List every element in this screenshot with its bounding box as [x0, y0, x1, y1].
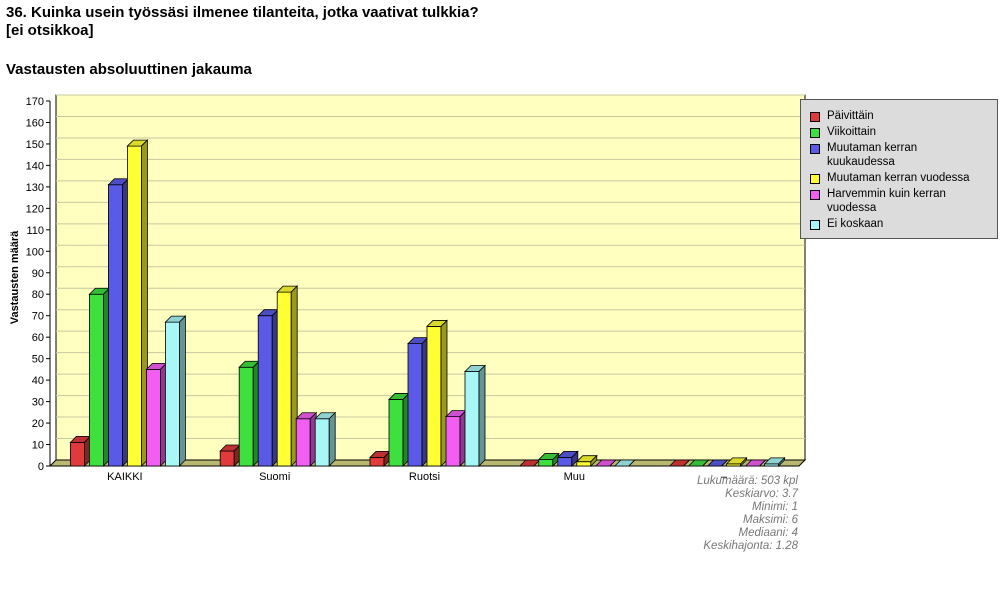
legend-item: Muutaman kerran vuodessa — [810, 171, 997, 185]
bar — [314, 418, 330, 467]
bar — [108, 184, 123, 467]
bar-side — [328, 411, 336, 467]
legend-label: Viikoittain — [827, 126, 877, 138]
question-subtitle: [ei otsikkoa] — [6, 22, 94, 39]
x-tick-label: – — [721, 471, 728, 483]
y-tick-label: 100 — [26, 246, 44, 258]
y-tick-label: 120 — [26, 203, 44, 215]
y-tick-label: 70 — [32, 311, 44, 323]
y-tick-label: 170 — [26, 96, 44, 108]
x-tick-label: Suomi — [259, 471, 290, 483]
bar — [145, 368, 161, 467]
chart-legend: Päivittäin Viikoittain Muutaman kerran k… — [800, 99, 998, 239]
bar — [219, 450, 235, 467]
bar-side — [759, 459, 766, 467]
bar-side — [178, 315, 186, 467]
y-tick-label: 110 — [26, 225, 44, 237]
bar — [89, 293, 104, 467]
legend-swatch — [810, 190, 820, 200]
y-tick-label: 140 — [26, 160, 44, 172]
y-tick-label: 130 — [26, 182, 44, 194]
bar-side — [571, 450, 579, 467]
stat-max: Maksimi: 6 — [743, 514, 798, 526]
legend-item: Viikoittain — [810, 125, 997, 139]
legend-item: Harvemmin kuin kerran vuodessa — [810, 187, 997, 215]
y-tick-label: 80 — [32, 289, 44, 301]
legend-swatch — [810, 112, 820, 122]
legend-swatch — [810, 220, 820, 230]
bar — [407, 343, 423, 467]
stat-count: Lukumäärä: 503 kpl — [696, 475, 798, 487]
y-tick-label: 0 — [38, 461, 44, 473]
y-tick-label: 40 — [32, 375, 44, 387]
statistics-block: Lukumäärä: 503 kpl Keskiarvo: 3.7 Minimi… — [640, 475, 798, 553]
legend-swatch — [810, 144, 820, 154]
legend-item: Päivittäin — [810, 109, 997, 123]
legend-label: Muutaman kerran vuodessa — [827, 172, 970, 184]
bar — [276, 291, 292, 467]
bar — [127, 145, 142, 467]
x-tick-label: Muu — [564, 471, 585, 483]
bar — [538, 459, 554, 467]
bar — [257, 315, 273, 467]
legend-label: Muutaman kerran kuukaudessa — [827, 142, 918, 168]
bar-side — [628, 459, 636, 467]
stat-std: Keskihajonta: 1.28 — [703, 540, 798, 552]
y-tick-label: 20 — [32, 418, 44, 430]
bar — [576, 461, 592, 467]
bar — [369, 457, 385, 467]
bar-side — [478, 364, 486, 467]
y-tick-label: 150 — [26, 139, 44, 151]
y-tick-label: 30 — [32, 397, 44, 409]
y-tick-label: 60 — [32, 332, 44, 344]
bar-side — [778, 456, 785, 467]
bar — [164, 321, 180, 467]
bar-side — [740, 456, 747, 467]
bar-side — [590, 454, 598, 467]
y-tick-label: 90 — [32, 268, 44, 280]
stat-mean: Keskiarvo: 3.7 — [725, 488, 798, 500]
x-tick-label: Ruotsi — [409, 471, 440, 483]
y-tick-label: 10 — [32, 440, 44, 452]
stat-median: Mediaani: 4 — [738, 527, 798, 539]
legend-label: Päivittäin — [827, 110, 874, 122]
section-title: Vastausten absoluuttinen jakauma — [6, 61, 252, 78]
y-axis-label: Vastausten määrä — [9, 230, 21, 324]
bar — [295, 418, 311, 467]
bar — [388, 399, 404, 467]
y-tick-label: 160 — [26, 117, 44, 129]
bar — [238, 366, 254, 467]
x-tick-label: KAIKKI — [107, 471, 142, 483]
bar-side — [609, 459, 617, 467]
legend-item: Ei koskaan — [810, 217, 997, 231]
bar — [557, 457, 573, 467]
legend-label: Ei koskaan — [827, 218, 884, 230]
bar — [445, 416, 461, 467]
bar — [464, 371, 480, 467]
question-title: 36. Kuinka usein työssäsi ilmenee tilant… — [6, 4, 479, 21]
legend-item: Muutaman kerran kuukaudessa — [810, 141, 997, 169]
legend-swatch — [810, 128, 820, 138]
legend-swatch — [810, 174, 820, 184]
legend-label: Harvemmin kuin kerran vuodessa — [827, 188, 946, 214]
y-tick-label: 50 — [32, 354, 44, 366]
stat-min: Minimi: 1 — [751, 501, 798, 513]
bar — [426, 326, 442, 467]
bar-side — [683, 459, 690, 467]
bar — [70, 441, 85, 467]
bar-side — [702, 459, 709, 467]
bar-side — [721, 459, 728, 467]
